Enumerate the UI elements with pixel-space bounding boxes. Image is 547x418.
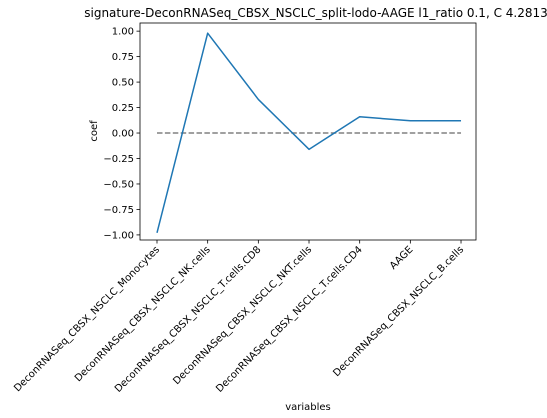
y-tick-label: −1.00 <box>103 230 134 241</box>
y-tick-label: −0.25 <box>103 154 134 165</box>
y-tick-label: 1.00 <box>112 27 134 38</box>
series-line-0 <box>156 32 462 234</box>
x-axis-label: variables <box>285 402 331 413</box>
y-tick-label: 0.50 <box>112 78 134 89</box>
y-tick-label: −0.50 <box>103 179 134 190</box>
plot-frame <box>139 22 477 241</box>
y-tick-label: 0.00 <box>112 129 134 140</box>
y-tick-label: 0.75 <box>112 52 134 63</box>
y-tick-label: −0.75 <box>103 205 134 216</box>
chart-title: signature-DeconRNASeq_CBSX_NSCLC_split-l… <box>84 6 547 20</box>
y-tick-label: 0.25 <box>112 103 134 114</box>
y-axis-label: coef <box>89 120 100 142</box>
